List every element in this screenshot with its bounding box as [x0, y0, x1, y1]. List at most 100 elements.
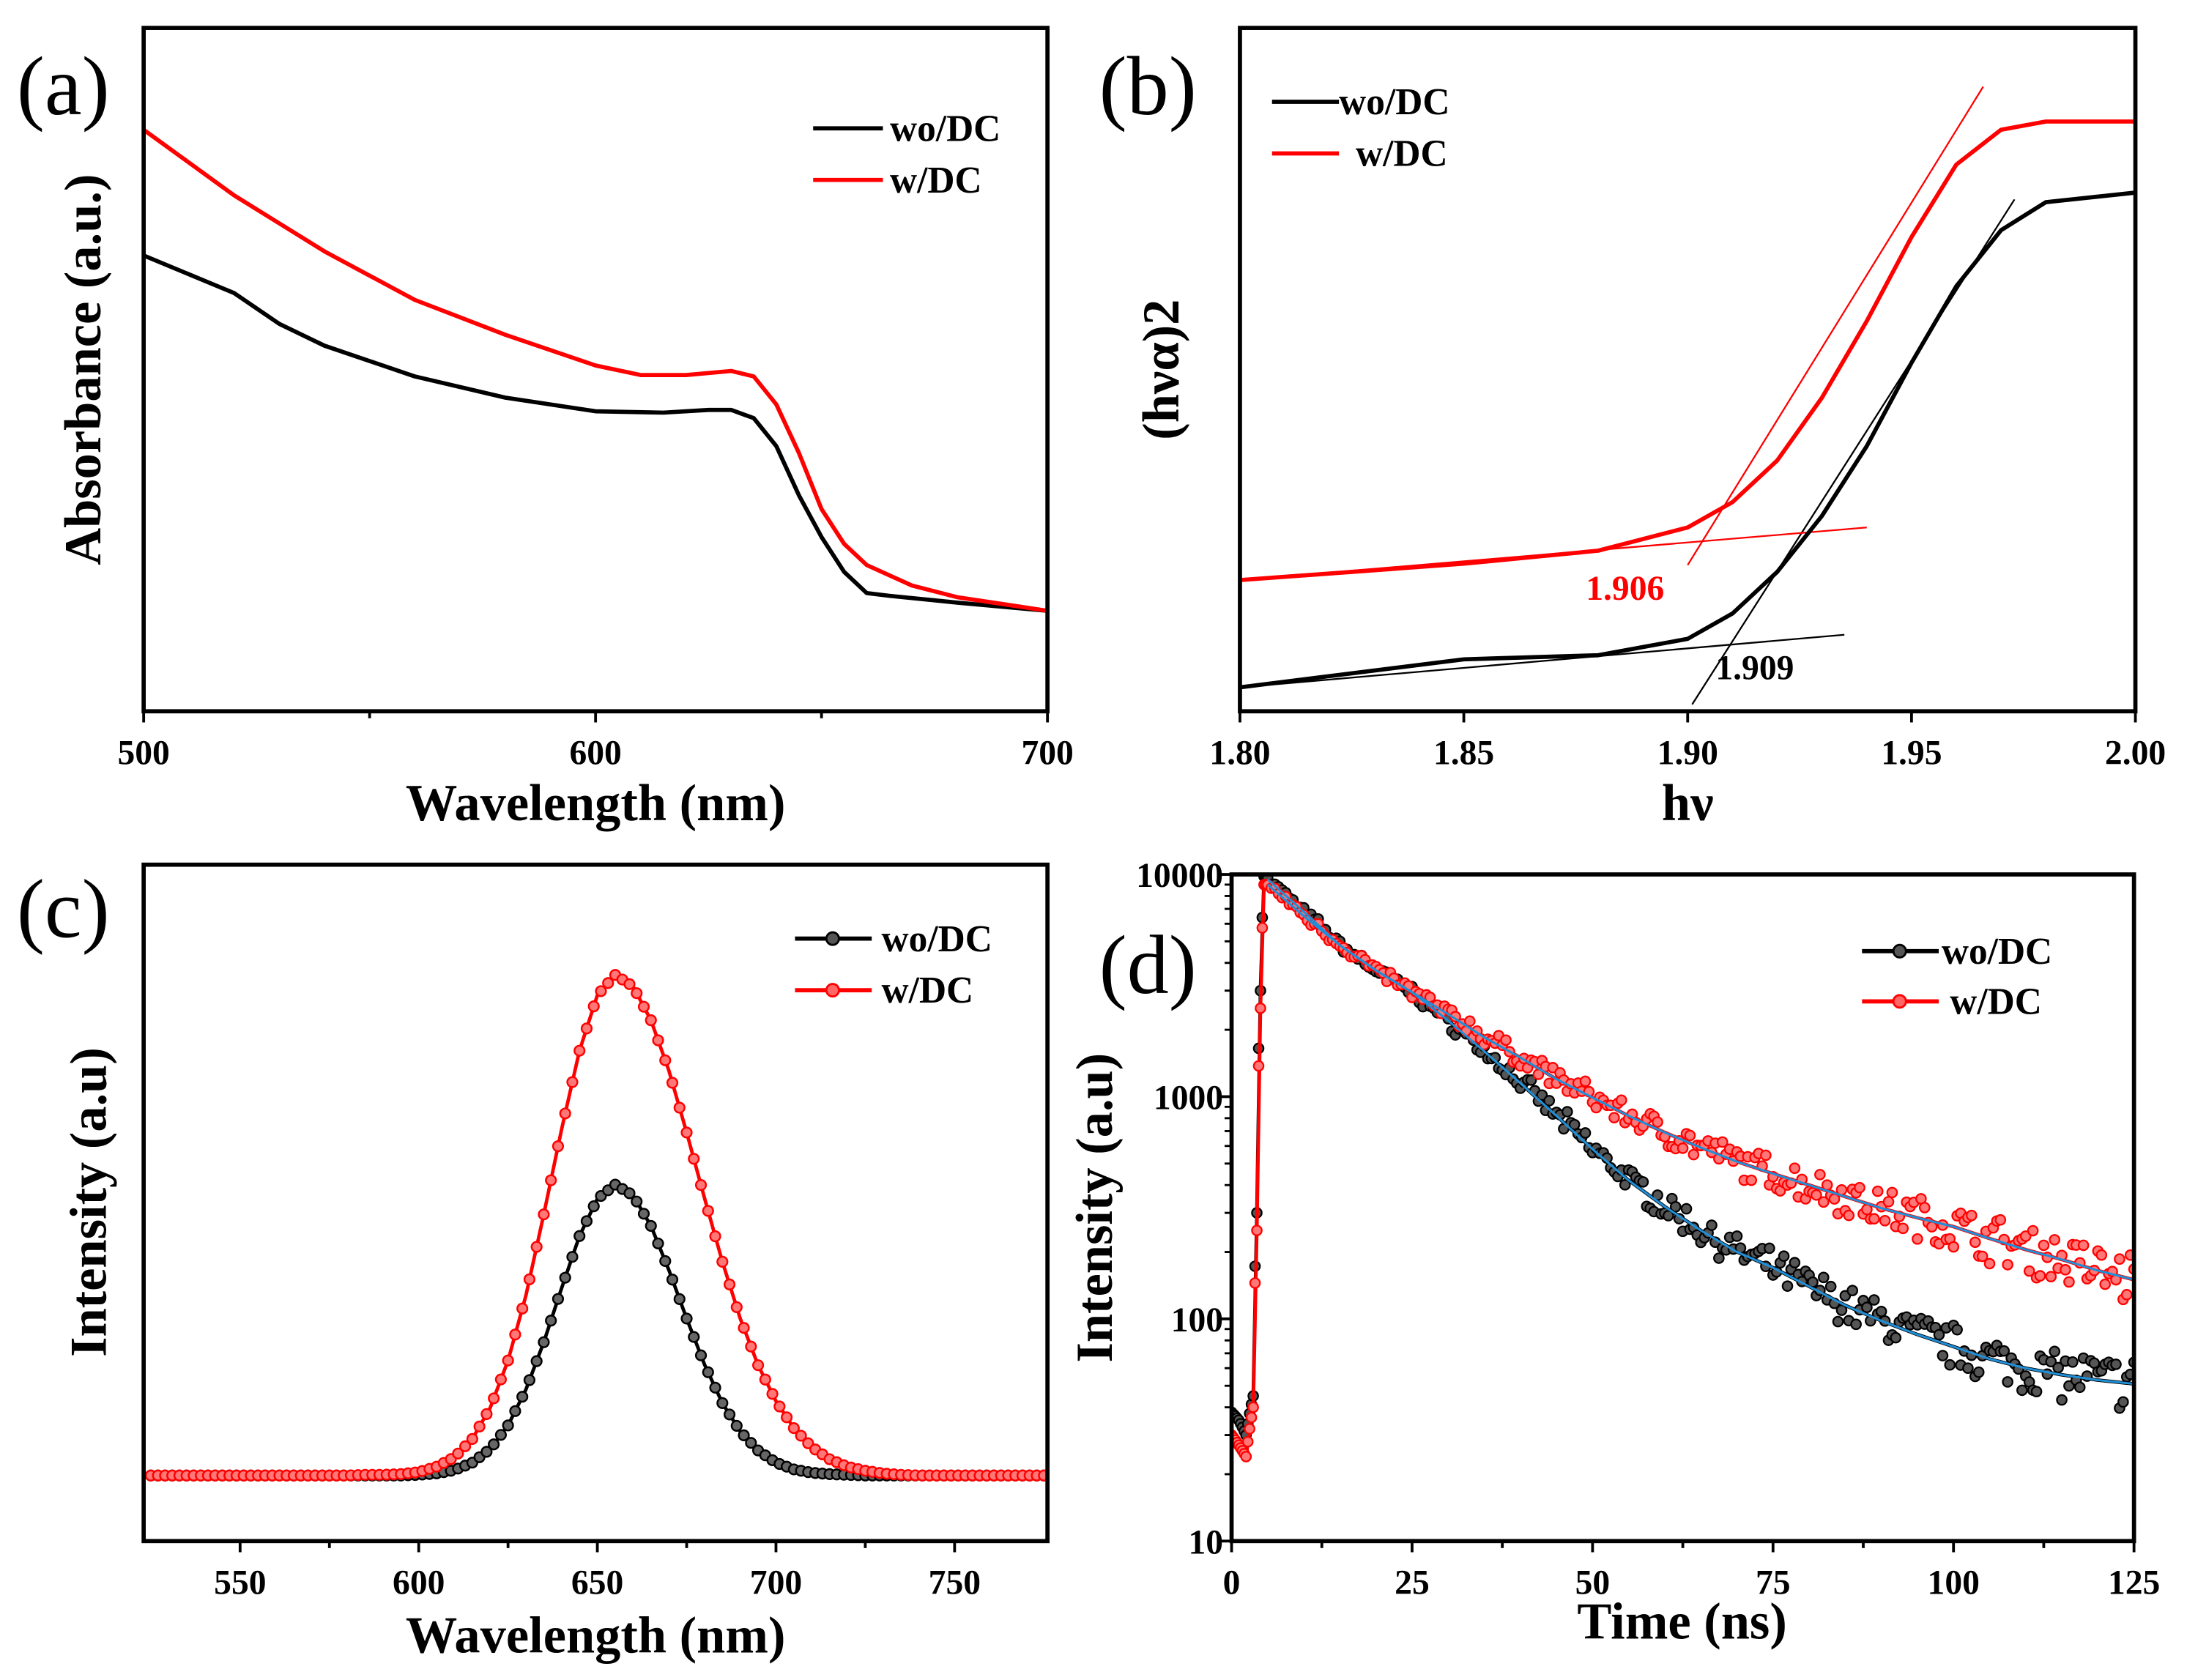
data-marker — [2027, 1224, 2039, 1237]
data-marker — [530, 1355, 543, 1367]
panel-label-c: (c) — [17, 863, 110, 956]
data-marker — [2095, 1249, 2108, 1261]
data-marker — [759, 1373, 771, 1386]
data-marker — [1247, 1401, 1259, 1413]
data-marker — [738, 1322, 750, 1334]
x-tick-label: 500 — [117, 735, 169, 773]
x-tick-label: 0 — [1223, 1564, 1241, 1602]
data-marker — [1846, 1285, 1859, 1297]
x-tick-label: 700 — [1021, 735, 1073, 773]
data-marker — [745, 1340, 757, 1353]
data-marker — [1579, 1127, 1592, 1139]
legend-label-wo: wo/DC — [882, 918, 992, 960]
x-axis-title-b: hν — [1662, 775, 1714, 832]
legend-marker-w — [825, 983, 840, 998]
data-marker — [637, 1208, 650, 1220]
data-marker — [602, 977, 614, 989]
series-line-wo-dc — [1239, 190, 2136, 690]
data-marker — [1912, 1233, 1923, 1245]
data-marker — [694, 1349, 708, 1361]
data-marker — [1615, 1094, 1627, 1107]
data-marker — [1677, 1142, 1689, 1154]
data-marker — [466, 1432, 478, 1445]
panel-label-a: (a) — [17, 40, 110, 133]
data-marker — [1687, 1148, 1700, 1161]
data-marker — [1868, 1294, 1880, 1306]
data-marker — [1811, 1189, 1822, 1201]
data-marker — [559, 1271, 571, 1284]
data-marker — [516, 1391, 529, 1403]
data-marker — [2002, 1259, 2013, 1271]
legend-b: wo/DC w/DC — [1271, 81, 1450, 175]
data-marker — [1252, 1060, 1265, 1072]
data-marker — [2063, 1380, 2075, 1392]
annotation-1909: 1.909 — [1715, 649, 1794, 687]
data-marker — [1244, 1423, 1255, 1435]
data-marker — [1998, 1345, 2010, 1357]
data-marker — [1680, 1203, 1693, 1215]
data-marker — [1619, 1179, 1631, 1191]
x-axis-title-a: Wavelength (nm) — [406, 775, 786, 832]
data-marker — [1745, 1174, 1758, 1186]
data-marker — [688, 1331, 700, 1343]
data-marker — [787, 1421, 800, 1435]
data-marker — [723, 1278, 736, 1290]
data-marker — [652, 1237, 664, 1250]
data-marker — [637, 1000, 650, 1013]
x-tick-label: 700 — [750, 1564, 802, 1602]
data-marker — [2016, 1384, 2028, 1397]
x-tick-label: 1.85 — [1433, 735, 1494, 773]
y-tick-label: 10 — [1189, 1523, 1224, 1561]
data-marker — [494, 1429, 507, 1441]
series-line-w-dc — [144, 127, 1048, 613]
data-marker — [688, 1153, 700, 1165]
plot-frame-b — [1238, 26, 2138, 714]
data-marker — [1897, 1222, 1909, 1235]
data-marker — [1814, 1169, 1826, 1181]
data-marker — [1966, 1209, 1978, 1222]
data-marker — [2045, 1271, 2057, 1282]
data-marker — [1249, 1277, 1261, 1289]
data-marker — [587, 1000, 600, 1013]
x-tick-label: 125 — [2108, 1564, 2160, 1602]
data-marker — [631, 1195, 643, 1208]
y-axis-title-b: (hνα)2 — [1133, 300, 1190, 440]
data-marker — [1933, 1328, 1945, 1341]
data-marker — [1463, 1015, 1476, 1027]
x-tick-label: 2.00 — [2105, 735, 2166, 773]
legend-c: wo/DC w/DC — [795, 918, 992, 1011]
legend-label-wo: wo/DC — [890, 108, 1000, 149]
data-marker — [1937, 1350, 1949, 1361]
data-marker — [1821, 1179, 1833, 1191]
data-marker — [488, 1438, 500, 1451]
legend-d: wo/DC w/DC — [1862, 931, 2052, 1022]
data-marker — [1962, 1362, 1974, 1374]
legend-label-w: w/DC — [882, 970, 974, 1011]
data-marker — [2073, 1381, 2086, 1394]
data-marker — [1918, 1202, 1931, 1213]
x-tick-label: 1.80 — [1209, 735, 1270, 773]
data-marker — [730, 1301, 743, 1314]
plot-frame-d — [1229, 872, 2136, 1544]
data-marker — [587, 1200, 600, 1213]
data-marker — [2099, 1278, 2112, 1290]
fit-line-w-dc — [1266, 883, 2134, 1281]
series-line-w-dc — [1239, 119, 2136, 582]
x-tick-label: 650 — [571, 1564, 623, 1602]
data-marker — [1525, 1074, 1537, 1086]
legend-label-w: w/DC — [890, 160, 982, 201]
data-marker — [1817, 1271, 1830, 1284]
data-marker — [1255, 1002, 1266, 1014]
data-marker — [1543, 1095, 1556, 1107]
y-axis-title-d: Intensity (a.u) — [1066, 1053, 1124, 1363]
y-tick-label: 10000 — [1136, 857, 1223, 895]
legend-a: wo/DC w/DC — [813, 108, 1000, 201]
data-marker — [1038, 1469, 1048, 1482]
data-marker — [2067, 1356, 2079, 1368]
data-marker — [659, 1054, 672, 1066]
data-marker — [1251, 1224, 1263, 1236]
data-marker — [580, 1022, 593, 1035]
data-marker — [1781, 1280, 1794, 1292]
panel-d: (d) Time (ns) Intensity (a.u) wo/DC w/DC… — [1066, 857, 2161, 1650]
data-marker — [480, 1446, 493, 1458]
